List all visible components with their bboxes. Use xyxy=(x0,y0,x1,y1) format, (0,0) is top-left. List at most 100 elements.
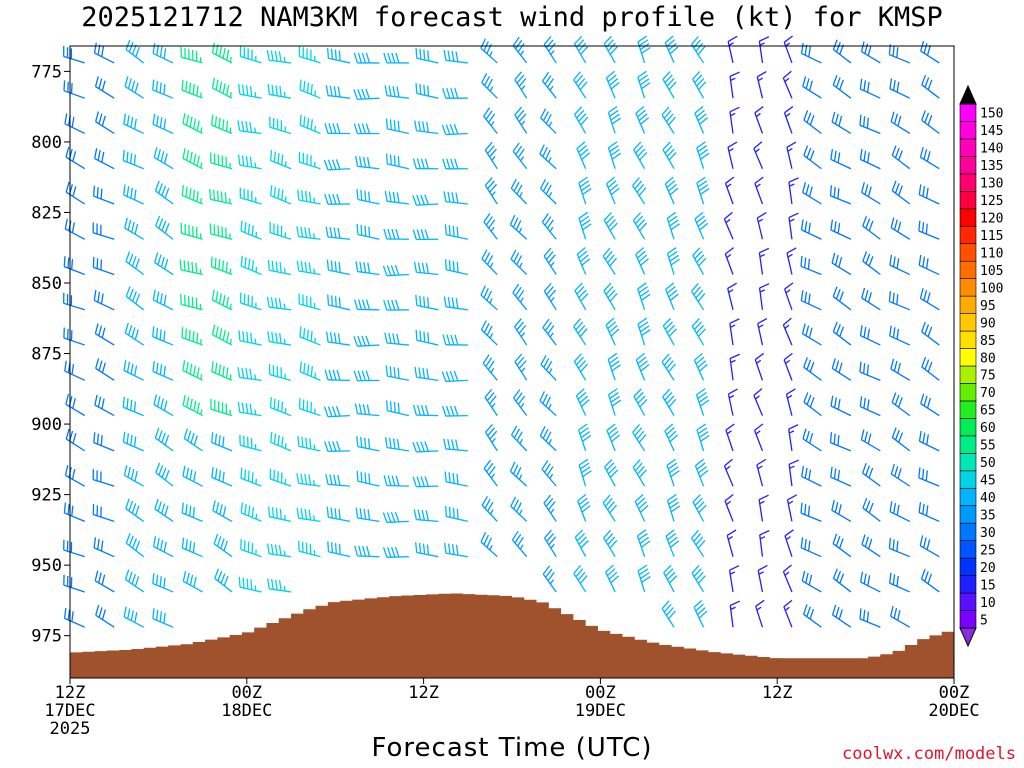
barb-feather xyxy=(451,50,455,62)
barb-feather xyxy=(250,579,253,590)
barb-feather xyxy=(218,364,222,375)
barb-feather xyxy=(334,49,337,61)
barb-shaft xyxy=(94,157,115,170)
colorbar-label: 45 xyxy=(980,474,996,489)
barb-feather xyxy=(483,288,489,299)
barb-feather xyxy=(805,325,810,336)
barb-feather xyxy=(639,504,649,513)
barb-feather xyxy=(548,289,557,299)
barb-feather xyxy=(393,120,396,131)
barb-feather xyxy=(663,109,672,119)
barb-feather xyxy=(94,148,98,159)
colorbar-label: 40 xyxy=(980,491,996,506)
barb-feather xyxy=(576,141,586,150)
wind-barb xyxy=(918,502,940,523)
barb-feather xyxy=(669,434,679,443)
colorbar-label: 85 xyxy=(980,334,996,349)
wind-barb xyxy=(832,39,852,64)
barb-feather xyxy=(636,430,645,440)
wind-barb xyxy=(383,52,409,64)
barb-feather xyxy=(448,225,451,236)
wind-barb xyxy=(605,176,620,205)
barb-feather xyxy=(670,470,680,478)
wind-barb xyxy=(788,212,799,240)
credit-link[interactable]: coolwx.com/models xyxy=(842,744,1016,764)
wind-barb xyxy=(152,113,174,135)
barb-feather xyxy=(693,568,702,578)
barb-feather xyxy=(332,123,337,134)
barb-feather xyxy=(580,363,589,373)
barb-feather xyxy=(693,286,701,296)
barb-feather xyxy=(663,564,672,573)
wind-barb xyxy=(415,294,439,311)
barb-feather xyxy=(329,227,333,238)
barb-feather xyxy=(418,542,422,554)
barb-feather xyxy=(420,441,425,452)
barb-feather xyxy=(756,70,767,78)
barb-feather xyxy=(578,211,589,219)
barb-shaft xyxy=(93,513,115,523)
barb-feather xyxy=(838,609,843,620)
barb-feather xyxy=(662,141,671,151)
barb-feather xyxy=(391,228,396,240)
barb-feather xyxy=(124,569,130,580)
barb-feather xyxy=(330,48,333,60)
barb-feather xyxy=(784,529,794,537)
barb-feather xyxy=(697,46,706,55)
wind-barb xyxy=(484,177,498,205)
barb-feather xyxy=(759,289,766,293)
barb-feather xyxy=(218,259,221,270)
barb-shaft xyxy=(919,440,940,452)
barb-feather xyxy=(890,358,895,370)
barb-feather xyxy=(574,106,583,115)
barb-feather xyxy=(786,141,797,148)
barb-feather xyxy=(385,118,389,129)
wind-barb xyxy=(125,498,145,522)
barb-feather xyxy=(131,503,137,514)
barb-shaft xyxy=(95,367,115,381)
barb-feather xyxy=(448,506,451,518)
wind-barb xyxy=(862,497,881,522)
barb-shaft xyxy=(831,262,852,276)
barb-feather xyxy=(396,192,400,203)
barb-feather xyxy=(384,85,388,96)
barb-shaft xyxy=(123,369,144,381)
colorbar-label: 150 xyxy=(980,107,1003,122)
barb-feather xyxy=(226,331,230,343)
y-tick-label: 800 xyxy=(31,133,62,153)
barb-shaft xyxy=(386,200,409,205)
wind-barb xyxy=(444,259,468,276)
barb-feather xyxy=(185,186,188,198)
barb-shaft xyxy=(154,508,174,522)
barb-feather xyxy=(730,77,736,81)
wind-barb xyxy=(803,110,822,134)
barb-feather xyxy=(484,388,493,398)
wind-barb xyxy=(666,247,681,275)
barb-feather xyxy=(337,333,341,344)
colorbar-label: 110 xyxy=(980,246,1003,261)
colorbar-cell xyxy=(959,435,977,454)
barb-feather xyxy=(666,458,676,466)
barb-feather xyxy=(695,42,704,52)
barb-feather xyxy=(330,295,334,306)
colorbar-cell xyxy=(959,575,977,594)
barb-feather xyxy=(636,497,646,506)
wind-barb xyxy=(267,83,292,99)
wind-barb xyxy=(573,353,589,381)
barb-feather xyxy=(133,401,137,412)
barb-feather xyxy=(314,372,317,379)
barb-feather xyxy=(388,85,392,97)
barb-feather xyxy=(241,155,245,166)
barb-feather xyxy=(633,212,642,221)
barb-feather xyxy=(918,220,921,232)
barb-shaft xyxy=(181,303,203,311)
wind-barb xyxy=(93,537,115,558)
wind-barb xyxy=(632,212,648,240)
barb-feather xyxy=(918,467,921,478)
barb-feather xyxy=(337,474,341,486)
barb-feather xyxy=(422,121,426,132)
barb-feather xyxy=(270,578,274,590)
colorbar-label: 120 xyxy=(980,212,1003,227)
barb-feather xyxy=(729,106,740,113)
barb-feather xyxy=(700,188,710,196)
